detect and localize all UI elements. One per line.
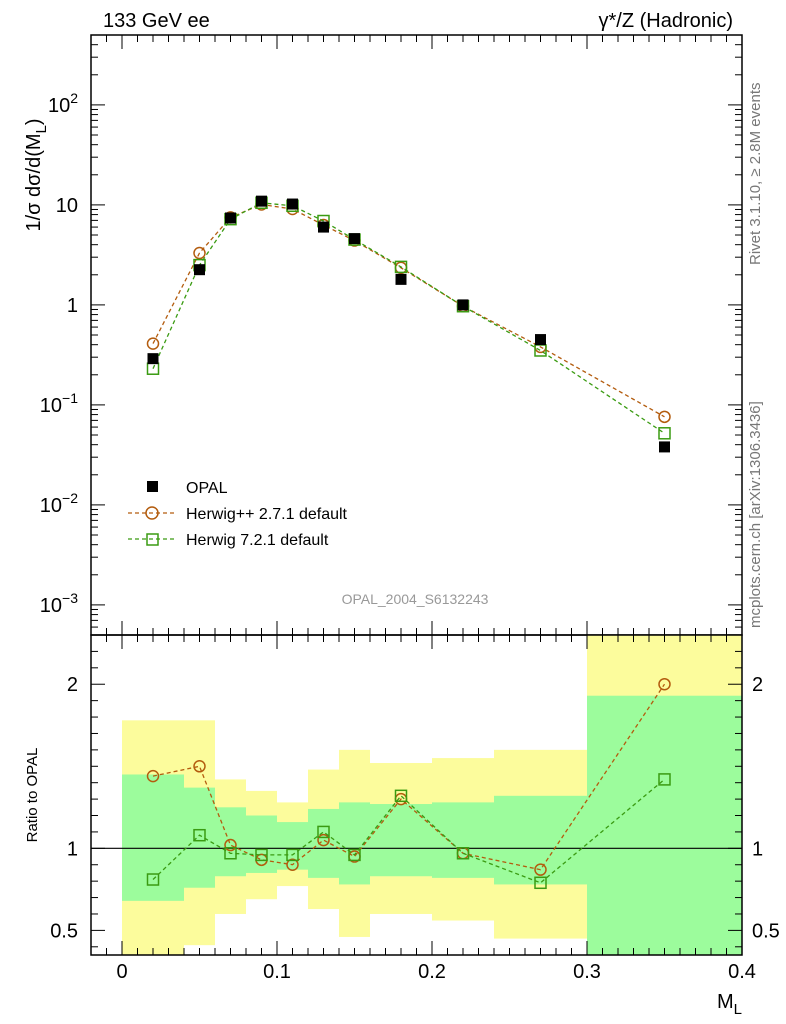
ratio-herwigpp-point-4 [286, 858, 299, 871]
main-opal-point-5 [318, 221, 329, 233]
ratio-band-inner-9 [494, 795, 587, 885]
main-ytick-label-0: 10−3 [40, 590, 78, 617]
ratio-band-inner-2 [215, 807, 246, 877]
main-opal-point-2 [225, 212, 236, 224]
ratio-herwig7-point-7 [394, 789, 408, 803]
ratio-band-inner-5 [308, 808, 339, 878]
main-y-axis-label: 1/σ dσ/d(ML) [23, 118, 50, 231]
ratio-herwigpp-line [152, 683, 666, 871]
ratio-herwigpp-point-10 [658, 677, 671, 691]
ratio-ytick-label-left-2: 2 [67, 674, 78, 696]
legend: OPAL Herwig++ 2.7.1 default Herwig 7.2.1… [128, 480, 348, 549]
main-ytick-label-3: 1 [67, 295, 78, 317]
main-panel: 10−3 10−2 10−1 1 10 102 1/σ dσ/d(ML) OPAL_200… [23, 34, 743, 636]
legend-herwig7-marker [146, 533, 159, 546]
main-herwigpp-point-10 [658, 410, 671, 424]
mcplots-label: mcplots.cern.ch [arXiv:1306.3436] [747, 401, 764, 628]
legend-herwigpp-label: Herwig++ 2.7.1 default [186, 506, 348, 523]
ratio-axis-ticks: 0.5 0.5 1 1 2 2 0 0.1 0.2 0.3 0.4 [50, 635, 780, 983]
ratio-bands [91, 635, 742, 955]
ratio-herwig7-point-5 [317, 825, 330, 839]
main-herwig7-point-10 [658, 427, 671, 440]
ratio-herwigpp-point-5 [317, 833, 330, 847]
ratio-herwig7-point-2 [224, 847, 237, 860]
right-title-paren: (Hadronic) [634, 10, 733, 32]
x-label-sub: L [734, 1001, 742, 1018]
ratio-herwig7-point-8 [456, 847, 470, 860]
ratio-herwigpp-point-9 [534, 863, 547, 876]
ratio-herwigpp-point-0 [146, 769, 160, 783]
x-label-text: M [717, 991, 734, 1013]
legend-herwig7-label: Herwig 7.2.1 default [186, 532, 329, 549]
main-ylabel-sub: L [33, 125, 50, 133]
ratio-herwig7-point-1 [193, 828, 206, 842]
ratio-band-inner-10 [587, 695, 742, 955]
main-ylabel-text: 1/σ dσ/d(M [23, 133, 45, 231]
analysis-label: OPAL_2004_S6132243 [342, 591, 489, 607]
main-axis-ticks: 10−3 10−2 10−1 1 10 102 [40, 34, 743, 636]
main-opal-point-7 [395, 273, 407, 285]
ratio-herwig7-point-4 [286, 848, 299, 862]
ratio-herwig7-point-0 [146, 873, 160, 886]
main-opal-point-8 [457, 299, 469, 311]
ratio-band-inner-8 [432, 802, 494, 878]
x-axis-label: ML [717, 991, 742, 1018]
ratio-ytick-label-left-1: 1 [67, 838, 78, 860]
main-opal-point-10 [659, 441, 670, 453]
ratio-frame [90, 634, 743, 956]
ratio-herwig7-point-10 [658, 773, 671, 786]
right-title: γ*/Z (Hadronic) [599, 10, 733, 32]
rivet-label: Rivet 3.1.10, ≥ 2.8M events [747, 83, 764, 266]
ratio-band-inner-0 [122, 774, 184, 901]
main-ytick-label-4: 10 [56, 195, 78, 217]
left-title: 133 GeV ee [103, 10, 210, 32]
main-herwig7-line [152, 202, 665, 434]
ratio-herwig7-point-9 [534, 876, 547, 890]
ratio-plot-area [146, 677, 671, 890]
main-opal-point-4 [287, 198, 298, 210]
main-opal-point-9 [535, 334, 546, 346]
right-title-main: γ*/Z [599, 10, 635, 32]
ratio-herwigpp-point-1 [193, 760, 206, 773]
main-plot-area [146, 195, 671, 453]
x-tick-label-1: 0.1 [263, 961, 291, 983]
ratio-herwig7-point-6 [348, 848, 361, 862]
main-opal-point-1 [194, 264, 205, 276]
x-tick-label-0: 0 [116, 961, 127, 983]
x-tick-label-3: 0.3 [573, 961, 601, 983]
ratio-herwigpp-point-2 [224, 838, 237, 852]
main-herwig7-point-7 [394, 260, 408, 274]
x-tick-label-4: 0.4 [728, 961, 756, 983]
main-opal-point-0 [147, 353, 159, 365]
ratio-band-inner-1 [184, 787, 215, 888]
legend-opal-marker [147, 481, 158, 492]
ratio-band-inner-7 [370, 804, 432, 877]
ratio-panel: 0.5 0.5 1 1 2 2 0 0.1 0.2 0.3 0.4 Ratio to OPAL ML [24, 634, 780, 1018]
main-herwigpp-point-0 [146, 337, 160, 350]
main-ytick-label-2: 10−1 [40, 390, 78, 417]
ratio-band-inner-4 [277, 822, 308, 870]
ratio-ytick-label-right-1: 1 [752, 838, 763, 860]
legend-opal-label: OPAL [186, 480, 228, 497]
ratio-ytick-label-right-0: 0.5 [752, 920, 780, 942]
ratio-y-axis-label: Ratio to OPAL [24, 748, 41, 843]
legend-herwigpp-marker [145, 506, 159, 520]
main-opal-point-6 [349, 233, 360, 245]
x-tick-label-2: 0.2 [418, 961, 446, 983]
ratio-herwig7-point-3 [255, 848, 268, 862]
ratio-ytick-label-right-2: 2 [752, 674, 763, 696]
main-ylabel-end: ) [23, 118, 45, 125]
ratio-band-inner-3 [246, 815, 277, 873]
ratio-ytick-label-left-0: 0.5 [50, 920, 78, 942]
main-herwigpp-point-1 [193, 246, 206, 260]
main-ytick-label-1: 10−2 [40, 490, 78, 517]
main-ytick-label-5: 102 [48, 90, 78, 117]
main-opal-point-3 [256, 195, 267, 207]
